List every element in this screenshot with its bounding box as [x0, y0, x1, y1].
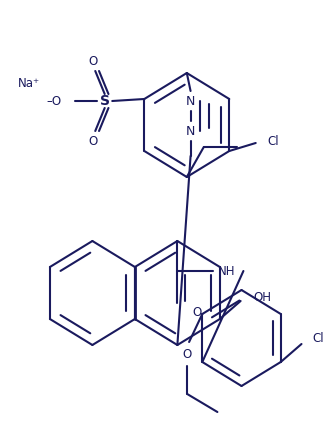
Text: O: O: [182, 348, 192, 360]
Text: Cl: Cl: [313, 332, 323, 344]
Text: O: O: [89, 134, 98, 147]
Text: N: N: [186, 94, 195, 108]
Text: –O: –O: [46, 94, 61, 108]
Text: O: O: [89, 54, 98, 68]
Text: O: O: [193, 306, 202, 319]
Text: Na⁺: Na⁺: [18, 77, 40, 89]
Text: S: S: [100, 94, 110, 108]
Text: OH: OH: [254, 291, 272, 303]
Text: NH: NH: [218, 264, 235, 278]
Text: N: N: [186, 125, 195, 138]
Text: Cl: Cl: [267, 134, 279, 147]
